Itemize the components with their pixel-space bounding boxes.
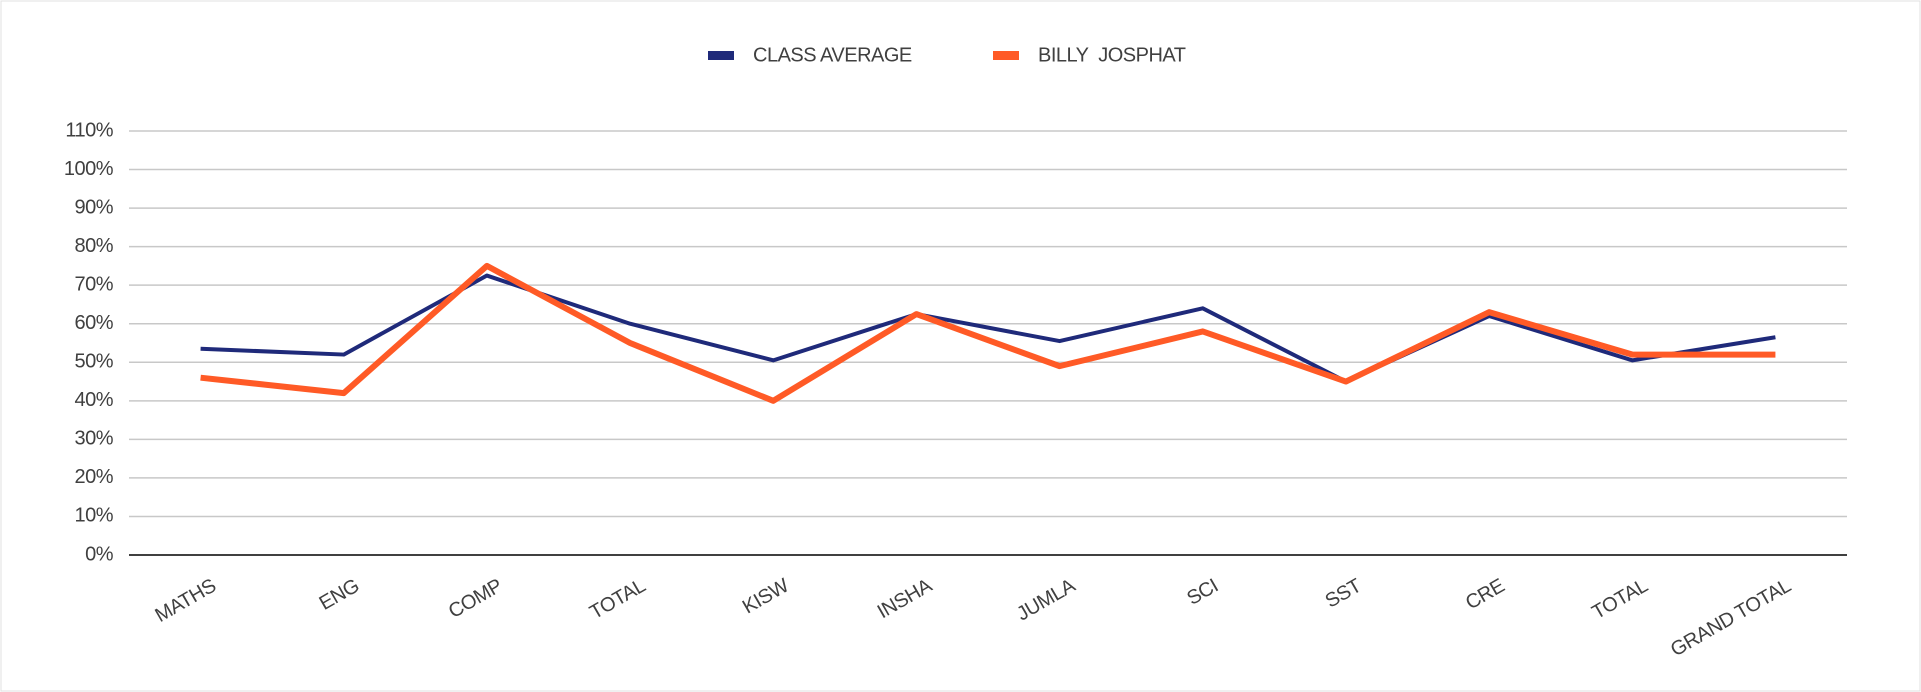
legend-swatch: [993, 51, 1019, 60]
legend-item: BILLY JOSPHAT: [993, 44, 1186, 66]
legend-label: BILLY JOSPHAT: [1038, 44, 1186, 66]
legend-label: CLASS AVERAGE: [753, 44, 912, 66]
y-tick-label: 70%: [74, 273, 113, 295]
data-line: [200, 262, 1776, 404]
y-tick-label: 80%: [74, 235, 113, 257]
y-tick-label: 40%: [74, 389, 113, 411]
y-tick-label: 50%: [74, 351, 113, 373]
y-tick-label: 60%: [74, 312, 113, 334]
y-tick-label: 90%: [74, 196, 113, 218]
legend-swatch: [708, 51, 734, 60]
legend-item: CLASS AVERAGE: [708, 44, 912, 66]
y-tick-label: 100%: [64, 158, 114, 180]
y-tick-label: 20%: [74, 466, 113, 488]
y-tick-label: 30%: [74, 428, 113, 450]
y-tick-label: 0%: [85, 543, 114, 565]
y-tick-label: 110%: [65, 119, 113, 141]
y-tick-label: 10%: [74, 505, 113, 527]
